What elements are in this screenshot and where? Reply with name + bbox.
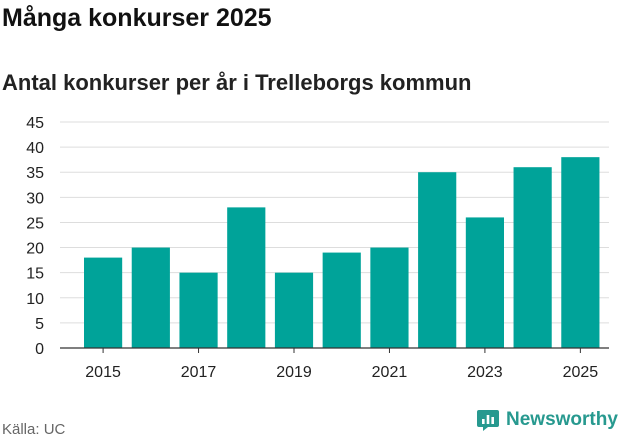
y-tick-label: 45 bbox=[26, 115, 44, 132]
chart-logo-icon bbox=[477, 410, 499, 431]
y-tick-label: 20 bbox=[26, 241, 44, 258]
x-tick-label: 2017 bbox=[181, 364, 217, 381]
y-tick-label: 30 bbox=[26, 190, 44, 207]
bar-2016 bbox=[131, 247, 170, 348]
y-tick-label: 5 bbox=[35, 316, 44, 333]
x-tick-label: 2019 bbox=[276, 364, 312, 381]
bar-2019 bbox=[274, 272, 314, 348]
brand-name: Newsworthy bbox=[506, 409, 618, 430]
bar-2018 bbox=[227, 207, 266, 348]
y-tick-label: 25 bbox=[26, 215, 44, 232]
bar-2024 bbox=[513, 167, 552, 348]
y-tick-label: 40 bbox=[26, 140, 44, 157]
bar-2022 bbox=[418, 172, 457, 348]
chart-subtitle: Antal konkurser per år i Trelleborgs kom… bbox=[2, 70, 472, 95]
chart-title: Många konkurser 2025 bbox=[2, 4, 272, 32]
bar-2020 bbox=[322, 252, 361, 348]
x-tick-label: 2025 bbox=[563, 364, 599, 381]
brand-logo: Newsworthy bbox=[476, 408, 618, 432]
x-tick-label: 2021 bbox=[372, 364, 408, 381]
source-note: Källa: UC bbox=[2, 421, 66, 438]
y-tick-label: 15 bbox=[26, 266, 44, 283]
y-tick-label: 0 bbox=[35, 341, 44, 358]
bar-2023 bbox=[465, 217, 504, 348]
y-tick-label: 10 bbox=[26, 291, 44, 308]
x-tick-label: 2015 bbox=[85, 364, 121, 381]
bar-2015 bbox=[84, 257, 123, 348]
bar-2017 bbox=[179, 272, 218, 348]
bar-2025 bbox=[561, 157, 600, 348]
x-tick-label: 2023 bbox=[467, 364, 503, 381]
bar-2021 bbox=[370, 247, 409, 348]
y-tick-label: 35 bbox=[26, 165, 44, 182]
